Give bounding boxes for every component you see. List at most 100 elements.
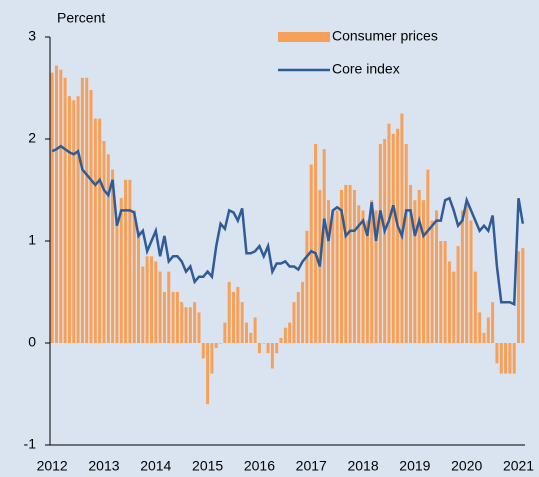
x-tick-label: 2021 xyxy=(503,458,534,474)
bar xyxy=(365,220,369,343)
bar xyxy=(374,210,378,343)
bar xyxy=(210,343,214,374)
bar xyxy=(361,210,365,343)
bar xyxy=(201,343,205,359)
bar xyxy=(193,302,197,343)
bar xyxy=(283,327,287,343)
bar xyxy=(98,118,102,343)
bar xyxy=(482,332,486,343)
bar xyxy=(180,302,184,343)
bar xyxy=(253,317,257,343)
x-tick-label: 2017 xyxy=(296,458,327,474)
bar xyxy=(486,317,490,343)
x-tick-label: 2012 xyxy=(37,458,68,474)
bar xyxy=(404,144,408,343)
y-tick-label: 3 xyxy=(28,28,36,44)
y-tick-label: 0 xyxy=(28,334,36,350)
x-tick-label: 2019 xyxy=(399,458,430,474)
bar xyxy=(232,292,236,343)
bar xyxy=(288,322,292,343)
bar xyxy=(296,292,300,343)
bar xyxy=(314,144,318,343)
bar xyxy=(72,100,76,344)
bar xyxy=(270,343,274,369)
bar xyxy=(275,343,279,354)
bar xyxy=(292,302,296,343)
bar xyxy=(348,184,352,343)
bar xyxy=(244,322,248,343)
bar xyxy=(119,198,123,343)
bar xyxy=(89,90,93,343)
bar xyxy=(184,307,188,343)
bar xyxy=(434,210,438,343)
bar xyxy=(339,190,343,343)
bar xyxy=(145,256,149,343)
bar xyxy=(249,332,253,343)
bar xyxy=(417,190,421,343)
bar xyxy=(357,205,361,343)
bar xyxy=(413,200,417,343)
bar xyxy=(236,286,240,343)
bar xyxy=(219,343,223,344)
bar xyxy=(175,292,179,343)
bar xyxy=(478,312,482,343)
bar xyxy=(128,179,132,343)
bar xyxy=(266,343,270,354)
bar xyxy=(460,210,464,343)
bar xyxy=(63,77,67,344)
bar xyxy=(171,292,175,343)
bar xyxy=(396,128,400,343)
bar xyxy=(158,271,162,343)
bar xyxy=(223,322,227,343)
bar xyxy=(111,169,115,343)
bar xyxy=(149,256,153,343)
legend-label: Consumer prices xyxy=(332,28,438,44)
bar xyxy=(430,220,434,343)
bar xyxy=(93,118,97,343)
x-tick-label: 2014 xyxy=(140,458,171,474)
bar xyxy=(473,271,477,343)
bar xyxy=(102,141,106,343)
bar xyxy=(76,96,80,343)
bar xyxy=(80,77,84,344)
x-tick-label: 2018 xyxy=(347,458,378,474)
bar xyxy=(409,184,413,343)
bar xyxy=(352,190,356,343)
bar xyxy=(452,271,456,343)
bar xyxy=(370,200,374,343)
y-axis-label: Percent xyxy=(57,10,105,26)
bar xyxy=(331,210,335,343)
bar xyxy=(439,241,443,343)
bar xyxy=(162,292,166,343)
bar xyxy=(85,77,89,344)
bar xyxy=(426,169,430,343)
bar xyxy=(301,281,305,343)
bar xyxy=(422,200,426,343)
bar xyxy=(383,139,387,343)
legend-swatch xyxy=(278,32,330,42)
bar xyxy=(335,210,339,343)
bar xyxy=(227,281,231,343)
bar xyxy=(305,230,309,343)
bar xyxy=(240,302,244,343)
bar xyxy=(469,220,473,343)
bar xyxy=(508,343,512,374)
bar xyxy=(344,184,348,343)
bar xyxy=(512,343,516,374)
bar xyxy=(59,69,63,343)
bar xyxy=(124,179,128,343)
bar xyxy=(154,261,158,343)
bar xyxy=(504,343,508,374)
bar xyxy=(322,149,326,343)
y-tick-label: -1 xyxy=(24,436,37,452)
bar xyxy=(167,271,171,343)
bar xyxy=(214,343,218,349)
bar xyxy=(517,251,521,343)
bar xyxy=(499,343,503,374)
bar xyxy=(141,266,145,343)
bar xyxy=(378,144,382,343)
line xyxy=(51,144,525,307)
bar xyxy=(521,248,525,343)
x-tick-label: 2020 xyxy=(451,458,482,474)
bar xyxy=(67,96,71,343)
